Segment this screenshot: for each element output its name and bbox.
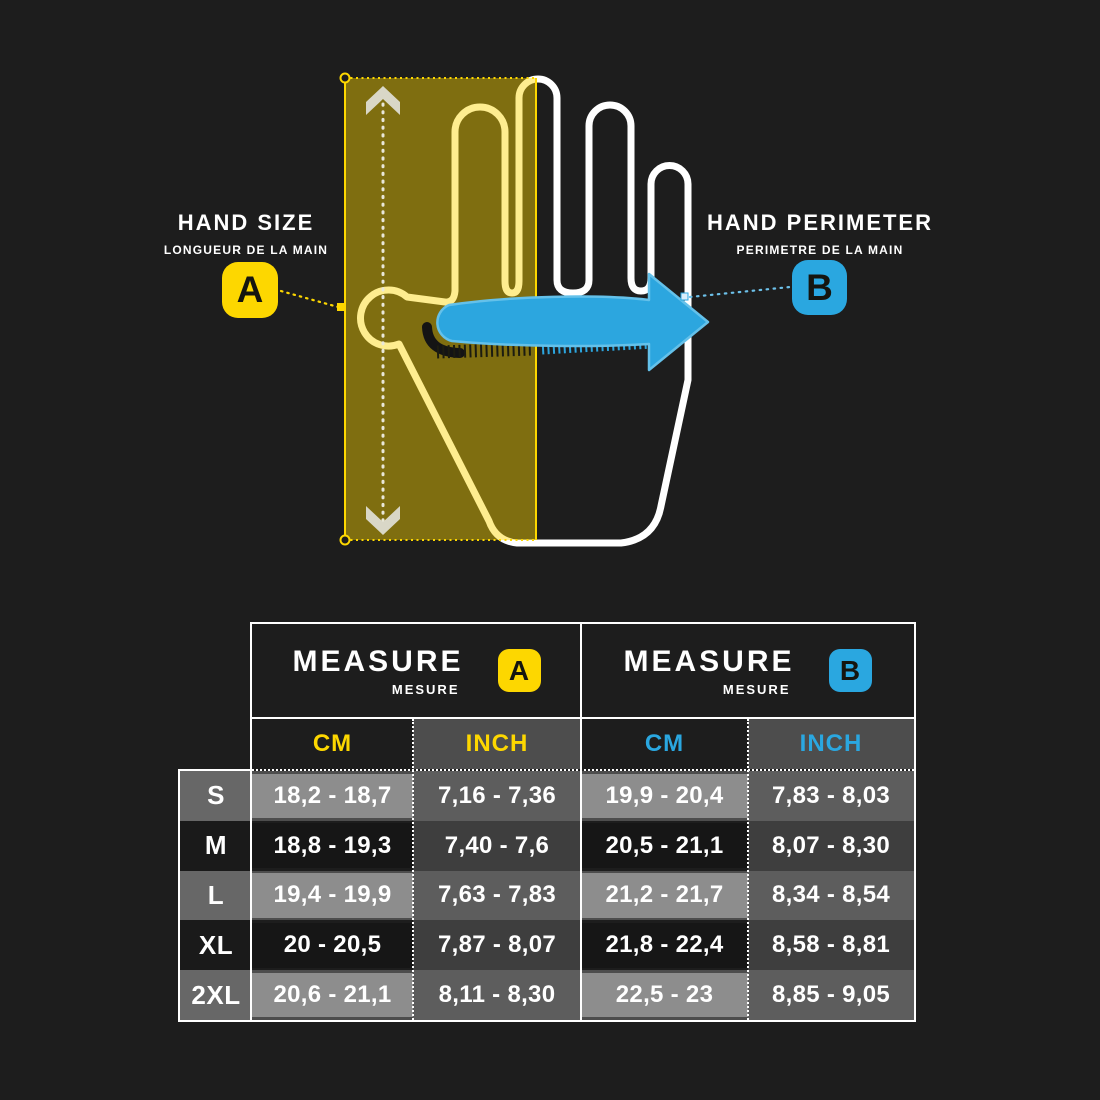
cell-a-cm: 20 - 20,5: [252, 920, 413, 971]
hand-size-title: HAND SIZE: [177, 210, 315, 235]
table-row: 18,2 - 18,7 7,16 - 7,36 19,9 - 20,4 7,83 - …: [252, 771, 914, 821]
cell-a-inch: 7,87 - 8,07: [413, 920, 581, 971]
table-body: 18,2 - 18,7 7,16 - 7,36 19,9 - 20,4 7,83 - …: [252, 771, 914, 1020]
divider-a-b: [580, 624, 582, 1020]
size-label: L: [180, 870, 252, 921]
cell-b-cm: 21,2 - 21,7: [581, 870, 748, 921]
table-row: 20 - 20,5 7,87 - 8,07 21,8 - 22,4 8,58 - 8,…: [252, 920, 914, 971]
cell-b-inch: 8,85 - 9,05: [748, 970, 914, 1020]
cell-b-cm: 21,8 - 22,4: [581, 920, 748, 971]
cell-a-cm: 18,8 - 19,3: [252, 820, 413, 871]
table-row: 20,6 - 21,1 8,11 - 8,30 22,5 - 23 8,85 - 9,…: [252, 970, 914, 1020]
zone-corner-marker-top: [339, 72, 351, 84]
badge-b-connector: [680, 285, 792, 301]
measure-a-title: MEASURE: [292, 644, 464, 678]
arrow-right-icon: [436, 272, 710, 372]
cell-a-cm: 20,6 - 21,1: [252, 970, 413, 1020]
hand-size-label: HAND SIZE LONGUEUR DE LA MAIN: [130, 210, 362, 257]
cell-a-inch: 8,11 - 8,30: [413, 970, 581, 1020]
length-measure-line: [366, 86, 400, 535]
unit-a-inch: INCH: [413, 719, 581, 769]
hand-size-subtitle: LONGUEUR DE LA MAIN: [163, 243, 329, 257]
cell-a-inch: 7,16 - 7,36: [413, 771, 581, 821]
divider-b-cm-inch: [747, 719, 749, 1020]
table-header: MEASURE MESURE A MEASURE MESURE B: [252, 624, 914, 719]
hand-perimeter-subtitle: PERIMETRE DE LA MAIN: [736, 243, 904, 257]
size-label-column: S M L XL 2XL: [178, 769, 252, 1022]
cell-b-cm: 20,5 - 21,1: [581, 820, 748, 871]
hand-perimeter-title: HAND PERIMETER: [706, 210, 933, 235]
table-row: 19,4 - 19,9 7,63 - 7,83 21,2 - 21,7 8,34 - …: [252, 870, 914, 921]
size-label: S: [180, 771, 252, 821]
divider-a-cm-inch: [412, 719, 414, 1020]
measure-a-subtitle: MESURE: [391, 681, 460, 697]
cell-a-inch: 7,63 - 7,83: [413, 870, 581, 921]
size-table: S M L XL 2XL MEASURE MESURE A MEASURE MESURE…: [178, 620, 918, 1026]
cell-b-inch: 8,07 - 8,30: [748, 820, 914, 871]
measure-b-header: MEASURE MESURE B: [581, 624, 914, 717]
arrow-up-icon: [366, 86, 400, 115]
measure-b-title: MEASURE: [623, 644, 795, 678]
cell-a-inch: 7,40 - 7,6: [413, 820, 581, 871]
unit-header-row: CM INCH CM INCH: [252, 719, 914, 771]
size-label: XL: [180, 920, 252, 971]
size-label: 2XL: [180, 970, 252, 1020]
hand-perimeter-label: HAND PERIMETER PERIMETRE DE LA MAIN: [705, 210, 935, 257]
unit-a-cm: CM: [312, 730, 353, 757]
perimeter-arrow: [422, 272, 710, 372]
measure-table: MEASURE MESURE A MEASURE MESURE B CM INC…: [250, 622, 916, 1022]
badge-a-connector: [279, 289, 345, 311]
cell-b-inch: 8,34 - 8,54: [748, 870, 914, 921]
cell-b-inch: 7,83 - 8,03: [748, 771, 914, 821]
cell-b-inch: 8,58 - 8,81: [748, 920, 914, 971]
cell-a-cm: 19,4 - 19,9: [252, 870, 413, 921]
zone-corner-marker-bottom: [339, 534, 351, 546]
table-badge-a: A: [497, 649, 541, 692]
table-row: 18,8 - 19,3 7,40 - 7,6 20,5 - 21,1 8,07 - 8…: [252, 820, 914, 871]
cell-b-cm: 19,9 - 20,4: [581, 771, 748, 821]
unit-b-inch: INCH: [748, 719, 914, 769]
hand-diagram: [279, 72, 792, 547]
cell-b-cm: 22,5 - 23: [581, 970, 748, 1020]
measure-a-badge: A: [222, 262, 278, 318]
cell-a-cm: 18,2 - 18,7: [252, 771, 413, 821]
table-badge-b: B: [828, 649, 872, 692]
arrow-down-icon: [366, 506, 400, 535]
measure-b-subtitle: MESURE: [722, 681, 791, 697]
unit-b-cm: CM: [644, 730, 685, 757]
size-label: M: [180, 820, 252, 871]
measure-a-header: MEASURE MESURE A: [252, 624, 581, 717]
measure-b-badge: B: [792, 260, 847, 315]
